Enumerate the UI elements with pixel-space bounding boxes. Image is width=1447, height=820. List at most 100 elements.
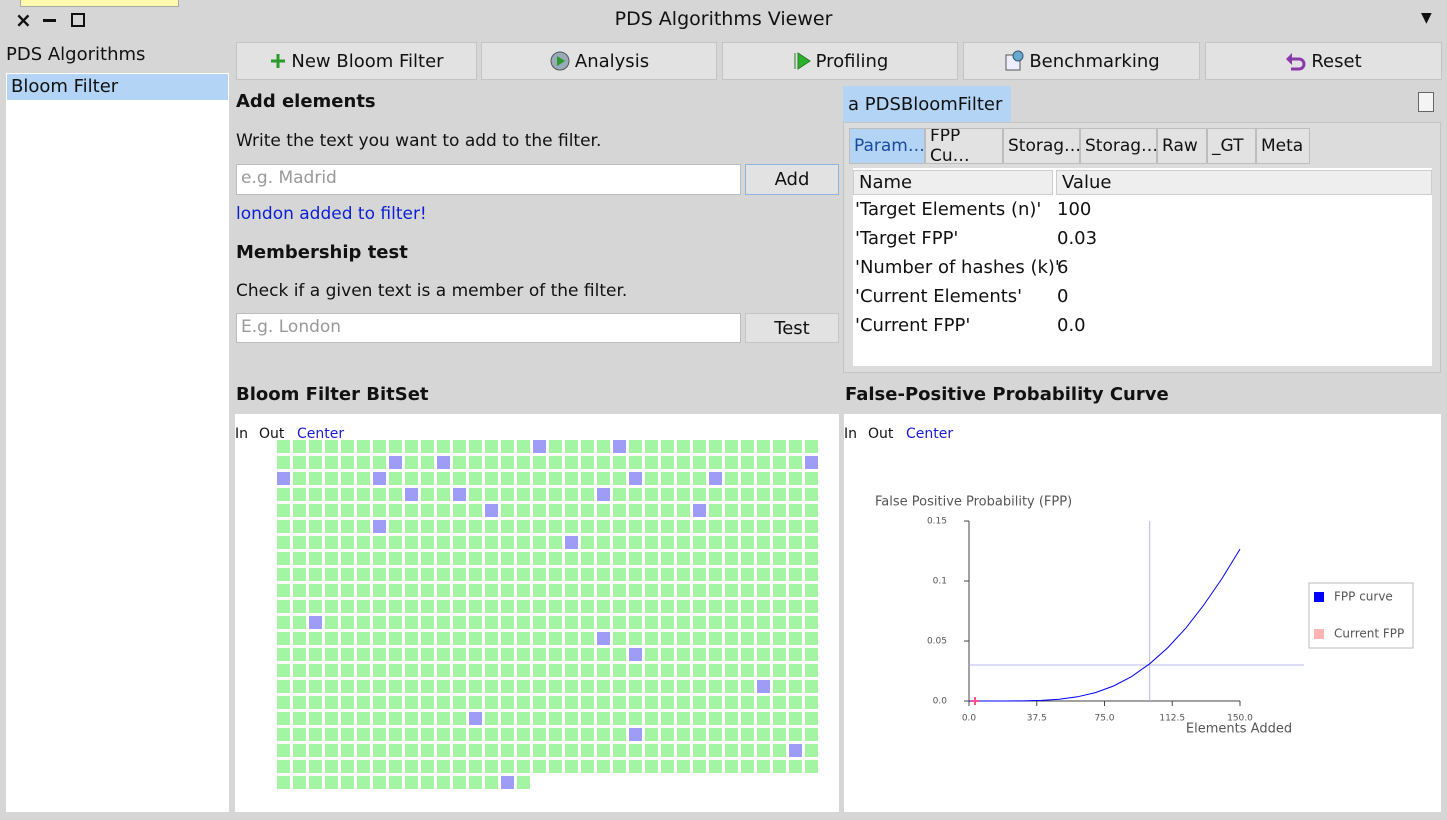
close-button[interactable]: × bbox=[15, 8, 32, 32]
zoom-control[interactable]: In bbox=[235, 426, 248, 442]
set-bit bbox=[709, 472, 722, 485]
bit-cell bbox=[357, 584, 370, 597]
bit-cell bbox=[581, 584, 594, 597]
bit-cell bbox=[789, 664, 802, 677]
toolbar-button[interactable]: Profiling bbox=[722, 42, 958, 80]
bit-cell bbox=[437, 680, 450, 693]
bit-cell bbox=[453, 520, 466, 533]
icon bbox=[1003, 50, 1025, 72]
tab[interactable]: Param… bbox=[849, 128, 925, 164]
bit-cell bbox=[341, 616, 354, 629]
inspector-tab[interactable]: a PDSBloomFilter bbox=[843, 86, 1011, 123]
bit-cell bbox=[549, 440, 562, 453]
zoom-control[interactable]: In bbox=[844, 426, 857, 442]
bit-cell bbox=[805, 760, 818, 773]
bit-cell bbox=[709, 696, 722, 709]
tooltip bbox=[20, 0, 179, 7]
bit-cell bbox=[517, 552, 530, 565]
bit-cell bbox=[501, 616, 514, 629]
bit-cell bbox=[789, 680, 802, 693]
bit-cell bbox=[325, 728, 338, 741]
bit-cell bbox=[325, 504, 338, 517]
bit-cell bbox=[309, 488, 322, 501]
zoom-control[interactable]: Out bbox=[259, 426, 285, 442]
bit-cell bbox=[293, 584, 306, 597]
bit-cell bbox=[709, 632, 722, 645]
bit-cell bbox=[725, 600, 738, 613]
bit-cell bbox=[309, 648, 322, 661]
bit-cell bbox=[325, 440, 338, 453]
bit-cell bbox=[805, 664, 818, 677]
bit-cell bbox=[565, 680, 578, 693]
tab[interactable]: Storag… bbox=[1003, 128, 1080, 164]
bit-cell bbox=[773, 760, 786, 773]
bit-cell bbox=[661, 696, 674, 709]
bit-cell bbox=[437, 504, 450, 517]
toolbar-button[interactable]: Reset bbox=[1205, 42, 1442, 80]
toolbar-button[interactable]: New Bloom Filter bbox=[236, 42, 477, 80]
bit-cell bbox=[341, 504, 354, 517]
bit-cell bbox=[341, 744, 354, 757]
bit-cell bbox=[517, 728, 530, 741]
bit-cell bbox=[437, 488, 450, 501]
zoom-control[interactable]: Center bbox=[297, 426, 344, 442]
bit-cell bbox=[389, 472, 402, 485]
bit-cell bbox=[789, 712, 802, 725]
bit-cell bbox=[789, 600, 802, 613]
bit-cell bbox=[789, 632, 802, 645]
bit-cell bbox=[517, 664, 530, 677]
bit-cell bbox=[597, 712, 610, 725]
bit-cell bbox=[757, 616, 770, 629]
bit-cell bbox=[661, 680, 674, 693]
tab[interactable]: Storag… bbox=[1080, 128, 1157, 164]
inspect-icon[interactable] bbox=[1418, 92, 1434, 112]
toolbar-button[interactable]: Analysis bbox=[481, 42, 717, 80]
panel-title: Bloom Filter BitSet bbox=[236, 384, 429, 405]
bit-cell bbox=[437, 744, 450, 757]
bit-cell bbox=[293, 536, 306, 549]
bit-cell bbox=[693, 536, 706, 549]
bit-cell bbox=[469, 664, 482, 677]
bit-cell bbox=[469, 536, 482, 549]
bit-cell bbox=[389, 664, 402, 677]
bit-cell bbox=[277, 536, 290, 549]
tab[interactable]: Meta bbox=[1256, 128, 1310, 164]
bit-cell bbox=[741, 568, 754, 581]
bit-cell bbox=[565, 632, 578, 645]
bit-cell bbox=[581, 712, 594, 725]
bit-cell bbox=[757, 520, 770, 533]
bit-cell bbox=[661, 632, 674, 645]
bit-cell bbox=[357, 520, 370, 533]
maximize-button[interactable] bbox=[71, 13, 85, 27]
bit-cell bbox=[661, 488, 674, 501]
set-bit bbox=[629, 648, 642, 661]
bit-cell bbox=[293, 600, 306, 613]
window-menu[interactable]: ▼ bbox=[1421, 10, 1432, 26]
zoom-control[interactable]: Out bbox=[868, 426, 894, 442]
bit-cell bbox=[757, 664, 770, 677]
bit-cell bbox=[645, 632, 658, 645]
bit-cell bbox=[469, 632, 482, 645]
bit-cell bbox=[533, 520, 546, 533]
bit-cell bbox=[757, 744, 770, 757]
tab[interactable]: Raw bbox=[1157, 128, 1207, 164]
column-header[interactable]: Value bbox=[1056, 170, 1432, 195]
minimize-button[interactable] bbox=[43, 19, 56, 22]
tab[interactable]: _GT bbox=[1207, 128, 1256, 164]
tab[interactable]: FPP Cu… bbox=[925, 128, 1003, 164]
zoom-control[interactable]: Center bbox=[906, 426, 953, 442]
bit-cell bbox=[677, 648, 690, 661]
toolbar-button[interactable]: Benchmarking bbox=[963, 42, 1200, 80]
bit-cell bbox=[709, 744, 722, 757]
text-input[interactable]: E.g. London bbox=[236, 313, 741, 343]
text-input[interactable]: e.g. Madrid bbox=[236, 164, 741, 195]
bit-cell bbox=[805, 584, 818, 597]
bit-cell bbox=[725, 728, 738, 741]
sidebar-item[interactable]: Bloom Filter bbox=[7, 74, 228, 100]
bit-cell bbox=[373, 536, 386, 549]
test-button[interactable]: Test bbox=[745, 313, 839, 343]
bit-cell bbox=[645, 456, 658, 469]
set-bit bbox=[309, 616, 322, 629]
column-header[interactable]: Name bbox=[853, 170, 1053, 195]
add-button[interactable]: Add bbox=[745, 164, 839, 195]
